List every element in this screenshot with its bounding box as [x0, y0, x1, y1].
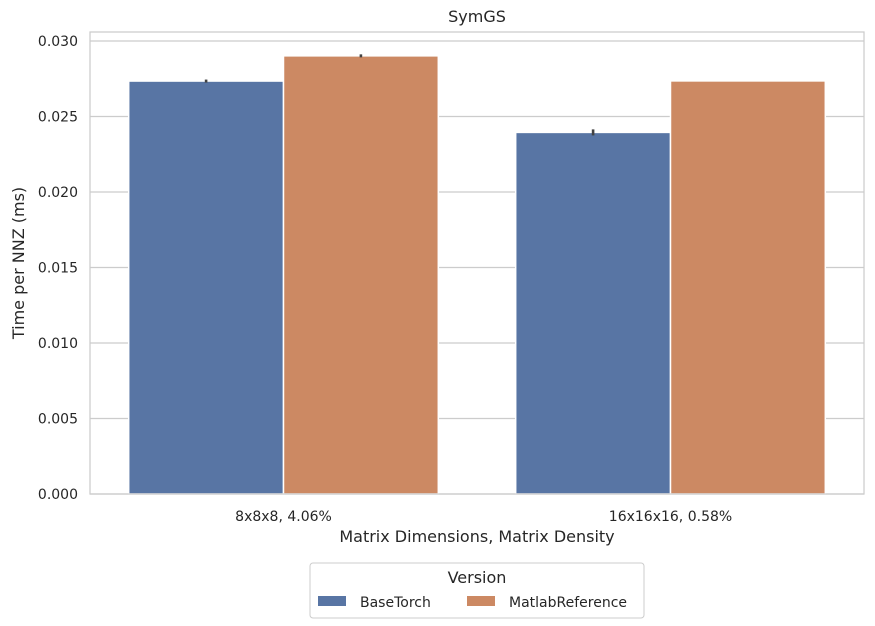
legend-swatch-basetorch [318, 596, 346, 606]
y-axis-label: Time per NNZ (ms) [9, 187, 28, 340]
y-tick-label: 0.010 [38, 336, 78, 352]
legend-label-matlabreference: MatlabReference [509, 595, 627, 611]
y-ticks: 0.000 0.005 0.010 0.015 0.020 0.025 0.030 [38, 34, 78, 503]
legend-title: Version [448, 568, 507, 587]
bar-basetorch [514, 131, 672, 495]
bar-matlabreference [669, 80, 827, 495]
y-tick-label: 0.015 [38, 261, 78, 277]
legend-label-basetorch: BaseTorch [360, 595, 431, 611]
legend-items: BaseTorch MatlabReference [318, 595, 627, 611]
x-tick-label: 16x16x16, 0.58% [609, 509, 732, 525]
y-tick-label: 0.025 [38, 110, 78, 126]
bars [127, 54, 827, 495]
x-ticks: 8x8x8, 4.06% 16x16x16, 0.58% [235, 509, 732, 525]
y-tick-label: 0.005 [38, 412, 78, 428]
chart-title: SymGS [448, 7, 506, 26]
x-tick-label: 8x8x8, 4.06% [235, 509, 332, 525]
y-tick-label: 0.020 [38, 185, 78, 201]
y-tick-label: 0.030 [38, 34, 78, 50]
x-axis-label: Matrix Dimensions, Matrix Density [339, 527, 614, 546]
bar-basetorch [127, 80, 285, 495]
legend-swatch-matlabreference [467, 596, 495, 606]
y-tick-label: 0.000 [38, 487, 78, 503]
plot-frame [89, 31, 865, 495]
legend-box [309, 562, 645, 619]
legend: Version BaseTorch MatlabReference [309, 562, 645, 619]
bar-matlabreference [282, 55, 440, 495]
